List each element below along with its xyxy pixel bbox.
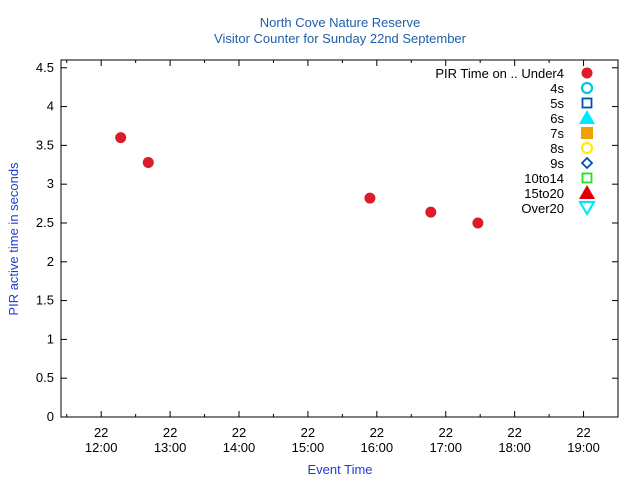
data-point [364, 192, 376, 204]
legend-label: 7s [550, 126, 564, 141]
chart-title: North Cove Nature Reserve [260, 15, 420, 30]
x-tick-day: 22 [507, 425, 521, 440]
legend-label: 8s [550, 141, 564, 156]
y-tick-label: 4 [47, 99, 54, 114]
legend-label: 6s [550, 111, 564, 126]
data-point [425, 206, 437, 218]
x-tick-label: 12:00 [85, 440, 118, 455]
x-tick-label: 15:00 [292, 440, 325, 455]
y-tick-label: 2 [47, 254, 54, 269]
x-axis-ticks: 2212:002213:002214:002215:002216:002217:… [66, 60, 619, 455]
y-axis-label: PIR active time in seconds [6, 162, 21, 316]
y-tick-label: 3 [47, 176, 54, 191]
legend: PIR Time on .. Under44s5s6s7s8s9s10to141… [435, 66, 596, 217]
x-tick-day: 22 [232, 425, 246, 440]
legend-marker [581, 172, 593, 184]
x-tick-label: 19:00 [567, 440, 600, 455]
legend-label: 4s [550, 81, 564, 96]
data-point [472, 217, 484, 229]
data-point [142, 156, 154, 168]
legend-marker [580, 141, 594, 155]
x-axis-label: Event Time [307, 462, 372, 477]
y-tick-label: 1.5 [36, 293, 54, 308]
x-tick-label: 13:00 [154, 440, 187, 455]
legend-marker [580, 156, 594, 170]
y-tick-label: 4.5 [36, 60, 54, 75]
x-tick-day: 22 [163, 425, 177, 440]
legend-marker [581, 67, 593, 79]
legend-marker [581, 127, 593, 139]
y-tick-label: 3.5 [36, 137, 54, 152]
y-tick-label: 0.5 [36, 370, 54, 385]
legend-label: Over20 [521, 201, 564, 216]
y-tick-label: 0 [47, 409, 54, 424]
x-tick-label: 18:00 [498, 440, 531, 455]
legend-marker [579, 185, 595, 199]
y-tick-label: 1 [47, 331, 54, 346]
data-points [115, 132, 484, 229]
data-point [115, 132, 127, 144]
y-tick-label: 2.5 [36, 215, 54, 230]
x-tick-day: 22 [370, 425, 384, 440]
legend-marker [581, 97, 593, 109]
x-tick-day: 22 [301, 425, 315, 440]
plot-frame [60, 59, 619, 418]
x-tick-day: 22 [94, 425, 108, 440]
legend-label: 9s [550, 156, 564, 171]
x-tick-label: 17:00 [429, 440, 462, 455]
legend-label: 10to14 [524, 171, 564, 186]
x-tick-label: 14:00 [223, 440, 256, 455]
legend-marker [580, 81, 594, 95]
legend-label: 5s [550, 96, 564, 111]
legend-marker [578, 200, 596, 217]
y-axis-ticks: 0 0.5 1 1.5 2 2.5 3 3.5 4 4.5 [36, 60, 618, 424]
x-tick-day: 22 [438, 425, 452, 440]
chart-subtitle: Visitor Counter for Sunday 22nd Septembe… [214, 31, 467, 46]
legend-label: PIR Time on .. Under4 [435, 66, 564, 81]
x-tick-day: 22 [576, 425, 590, 440]
legend-label: 15to20 [524, 186, 564, 201]
x-tick-label: 16:00 [361, 440, 394, 455]
legend-marker [579, 110, 595, 124]
